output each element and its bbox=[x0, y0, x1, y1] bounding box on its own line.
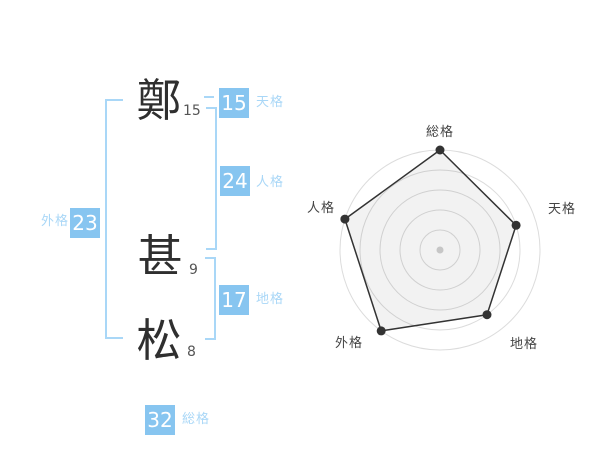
radar-axis-label: 天格 bbox=[548, 201, 576, 217]
stroke-count-2: 9 bbox=[189, 262, 198, 278]
radar-vertex-dot bbox=[340, 214, 350, 224]
bracket-gaikaku bbox=[105, 99, 123, 339]
radar-vertex-dot bbox=[435, 145, 445, 155]
name-character-3: 松 bbox=[136, 314, 182, 367]
kaku-label-tenkaku: 天格 bbox=[256, 95, 285, 110]
name-character-1: 鄭 bbox=[136, 74, 182, 127]
radar-polygon bbox=[344, 149, 517, 332]
radar-vertex-dot bbox=[482, 310, 492, 320]
name-character-2: 甚 bbox=[137, 230, 183, 283]
kaku-label-chikaku: 地格 bbox=[256, 292, 285, 307]
bracket-chikaku bbox=[205, 257, 216, 340]
kaku-label-soukaku: 総格 bbox=[182, 412, 211, 427]
kaku-box-tenkaku: 15 bbox=[219, 88, 249, 118]
kaku-label-jinkaku: 人格 bbox=[256, 175, 285, 190]
radar-ring bbox=[419, 229, 461, 271]
stroke-count-3: 8 bbox=[187, 344, 196, 360]
stroke-count-1: 15 bbox=[183, 103, 201, 119]
radar-axis-label: 総格 bbox=[426, 124, 454, 140]
bracket-jinkaku bbox=[206, 107, 217, 250]
kaku-box-chikaku: 17 bbox=[219, 285, 249, 315]
kaku-box-soukaku: 32 bbox=[145, 405, 175, 435]
kaku-box-jinkaku: 24 bbox=[220, 166, 250, 196]
radar-axis-label: 地格 bbox=[510, 336, 538, 352]
kaku-box-gaikaku: 23 bbox=[70, 208, 100, 238]
kaku-label-gaikaku: 外格 bbox=[41, 214, 70, 229]
radar-ring bbox=[359, 169, 521, 331]
radar-axis-label: 人格 bbox=[307, 200, 335, 216]
radar-center-dot bbox=[436, 246, 444, 254]
connector-tenkaku bbox=[204, 96, 214, 98]
radar-vertex-dot bbox=[376, 326, 386, 336]
radar-axis-label: 外格 bbox=[335, 335, 363, 351]
radar-ring bbox=[399, 209, 481, 291]
radar-vertex-dot bbox=[511, 220, 521, 230]
radar-ring bbox=[379, 189, 501, 311]
